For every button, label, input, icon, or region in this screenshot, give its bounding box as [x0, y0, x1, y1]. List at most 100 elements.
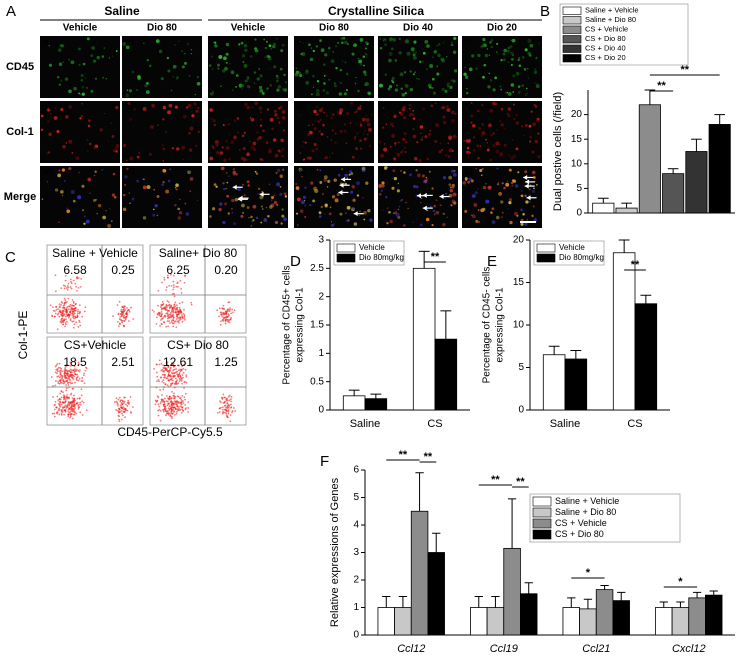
stain-speck	[236, 75, 239, 78]
stain-speck	[490, 211, 493, 214]
stain-speck	[332, 129, 334, 131]
event-dot	[155, 363, 158, 366]
event-dot	[55, 364, 58, 367]
event-dot	[159, 410, 162, 412]
stain-speck	[486, 142, 488, 144]
event-dot	[178, 319, 181, 321]
stain-speck	[107, 224, 112, 228]
stain-speck	[175, 188, 178, 191]
event-dot	[222, 402, 225, 404]
stain-speck	[355, 181, 360, 186]
event-dot	[171, 308, 174, 311]
stain-speck	[308, 43, 311, 47]
stain-speck	[85, 219, 90, 224]
stain-speck	[161, 183, 164, 187]
event-dot	[60, 378, 62, 381]
stain-speck	[486, 148, 490, 152]
stain-speck	[75, 156, 80, 160]
stain-speck	[232, 170, 236, 175]
event-dot	[176, 395, 179, 398]
event-dot	[62, 391, 64, 394]
legend-swatch	[562, 16, 582, 25]
event-dot	[180, 379, 183, 382]
event-dot	[117, 407, 120, 410]
stain-speck	[346, 111, 350, 115]
stain-speck	[231, 207, 233, 210]
event-dot	[162, 316, 165, 319]
stain-speck	[146, 185, 151, 190]
stain-speck	[54, 106, 57, 110]
event-dot	[163, 373, 165, 376]
event-dot	[72, 410, 75, 413]
stain-speck	[281, 116, 286, 120]
event-dot	[161, 394, 163, 396]
stain-speck	[475, 167, 477, 170]
stain-speck	[449, 188, 453, 193]
event-dot	[177, 320, 180, 323]
stain-speck	[268, 147, 272, 151]
event-dot	[167, 315, 170, 317]
event-dot	[220, 396, 223, 399]
legend-swatch	[562, 44, 582, 53]
legend-swatch	[536, 253, 556, 263]
stain-speck	[499, 85, 502, 88]
stain-speck	[421, 136, 424, 139]
event-dot	[166, 377, 169, 380]
stain-speck	[317, 120, 320, 123]
micrograph	[40, 36, 120, 98]
stain-speck	[196, 199, 199, 202]
stain-speck	[261, 91, 265, 95]
arrow-head	[417, 193, 422, 199]
event-dot	[69, 371, 72, 374]
stain-speck	[362, 197, 364, 199]
event-dot	[220, 311, 223, 314]
event-dot	[67, 382, 69, 384]
stain-speck	[232, 168, 236, 171]
stain-speck	[275, 75, 280, 80]
event-dot	[69, 415, 72, 418]
event-dot	[63, 313, 66, 316]
stain-speck	[174, 186, 177, 189]
stain-speck	[449, 186, 452, 189]
event-dot	[178, 302, 181, 305]
event-dot	[157, 396, 160, 399]
event-dot	[160, 312, 163, 315]
event-dot	[175, 326, 178, 329]
event-dot	[77, 308, 79, 311]
stain-speck	[309, 57, 314, 62]
stain-speck	[152, 213, 156, 217]
event-dot	[156, 313, 159, 315]
stain-speck	[186, 42, 190, 46]
event-dot	[81, 315, 84, 318]
event-dot	[72, 320, 75, 323]
stain-speck	[310, 47, 313, 49]
stain-speck	[228, 133, 231, 135]
stain-speck	[282, 168, 285, 171]
event-dot	[67, 286, 70, 289]
event-dot	[73, 403, 76, 406]
event-dot	[61, 317, 63, 320]
event-dot	[64, 367, 67, 369]
event-dot	[129, 411, 132, 413]
y-tick-label: 3	[318, 235, 324, 246]
event-dot	[62, 396, 65, 399]
stain-speck	[448, 175, 453, 180]
bar	[708, 124, 731, 214]
event-dot	[54, 312, 57, 315]
stain-speck	[187, 170, 191, 175]
stain-speck	[320, 205, 324, 209]
event-dot	[170, 409, 173, 411]
event-dot	[165, 303, 168, 306]
stain-speck	[331, 195, 336, 199]
stain-speck	[322, 63, 326, 66]
event-dot	[178, 407, 180, 410]
stain-speck	[80, 115, 83, 118]
stain-speck	[425, 176, 428, 179]
stain-speck	[477, 209, 480, 211]
stain-speck	[426, 44, 430, 48]
event-dot	[68, 411, 70, 414]
event-dot	[114, 401, 116, 403]
stain-speck	[253, 71, 257, 74]
stain-speck	[325, 91, 330, 95]
event-dot	[180, 402, 183, 404]
